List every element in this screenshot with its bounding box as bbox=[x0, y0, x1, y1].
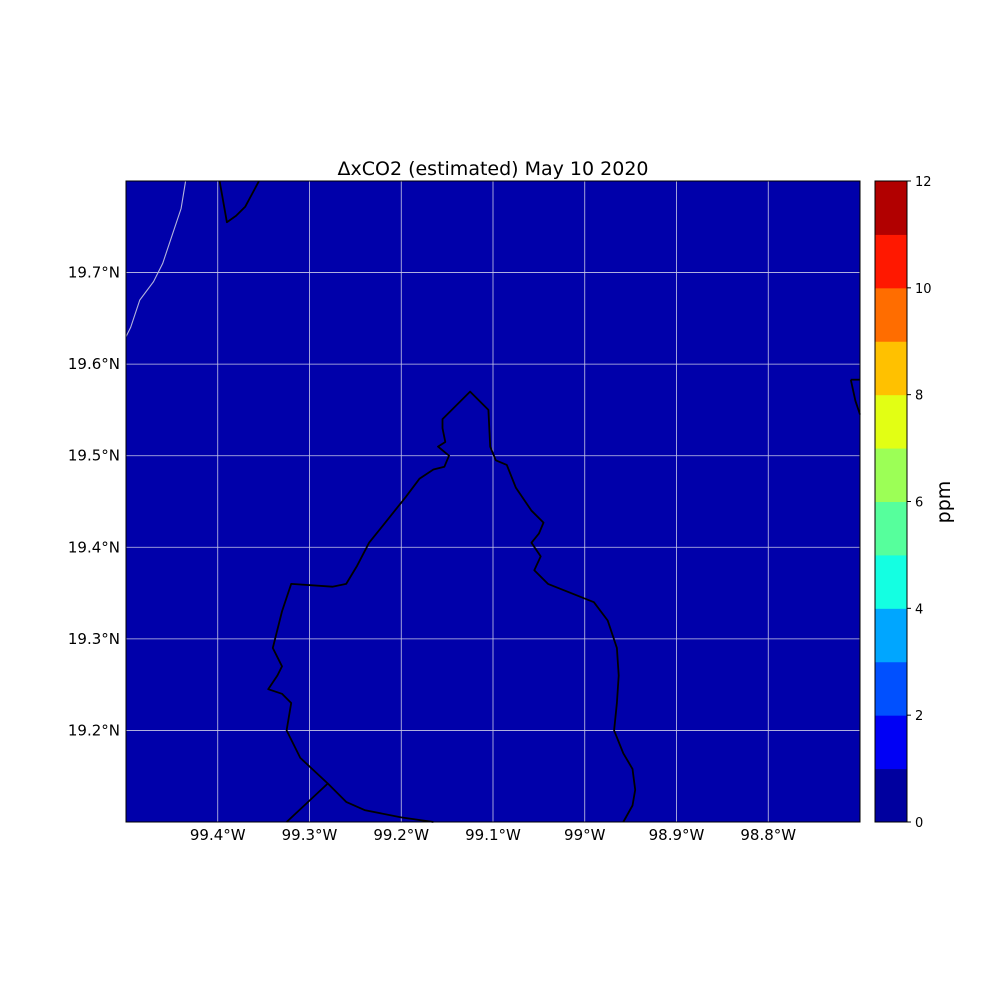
lon-tick-label: 98.8°W bbox=[740, 826, 796, 844]
lon-tick-label: 99.2°W bbox=[373, 826, 429, 844]
colorbar-segment bbox=[875, 501, 907, 556]
boundaries bbox=[218, 180, 861, 823]
colorbar-segment bbox=[875, 394, 907, 449]
colorbar-tick-label: 8 bbox=[915, 389, 923, 404]
colorbar-tick-label: 12 bbox=[915, 175, 932, 190]
colorbar-tick-label: 6 bbox=[915, 496, 923, 511]
coastlines bbox=[125, 180, 187, 337]
colorbar-segment bbox=[875, 768, 907, 823]
map-panel: 99.4°W 99.3°W 99.2°W 99.1°W 99°W 98.9°W 98.8°W… bbox=[68, 180, 861, 844]
lat-tick-label: 19.7°N bbox=[68, 264, 120, 282]
cdmx-boundary bbox=[267, 390, 637, 823]
lon-tick-labels: 99.4°W 99.3°W 99.2°W 99.1°W 99°W 98.9°W 98.8°W bbox=[190, 826, 796, 844]
colorbar-segment bbox=[875, 448, 907, 502]
lon-tick-label: 98.9°W bbox=[649, 826, 705, 844]
colorbar-segment bbox=[875, 554, 907, 609]
lat-tick-labels: 19.2°N 19.3°N 19.4°N 19.5°N 19.6°N 19.7°N bbox=[68, 264, 120, 740]
colorbar-segment bbox=[875, 234, 907, 289]
colorbar-segment bbox=[875, 341, 907, 396]
lat-tick-label: 19.6°N bbox=[68, 355, 120, 373]
lat-tick-label: 19.5°N bbox=[68, 447, 120, 465]
lon-tick-label: 99°W bbox=[564, 826, 606, 844]
colorbar-tick-label: 4 bbox=[915, 602, 923, 617]
colorbar-tick-label: 0 bbox=[915, 816, 923, 831]
colorbar-segment bbox=[875, 715, 907, 770]
colorbar-segment bbox=[875, 608, 907, 663]
lat-tick-label: 19.3°N bbox=[68, 630, 120, 648]
colorbar: 0 2 4 6 8 10 12 ppm bbox=[874, 175, 955, 831]
state-boundary-north bbox=[218, 180, 260, 224]
state-boundary-south bbox=[327, 782, 434, 823]
colorbar-tick-label: 2 bbox=[915, 709, 923, 724]
lat-tick-label: 19.2°N bbox=[68, 721, 120, 739]
lon-tick-label: 99.1°W bbox=[465, 826, 521, 844]
colorbar-segment bbox=[875, 661, 907, 716]
colorbar-segments bbox=[875, 181, 907, 823]
colorbar-ticks: 0 2 4 6 8 10 12 bbox=[907, 175, 932, 831]
map-title: ΔxCO2 (estimated) May 10 2020 bbox=[337, 158, 648, 180]
lon-tick-label: 99.4°W bbox=[190, 826, 246, 844]
colorbar-label: ppm bbox=[933, 481, 955, 524]
state-boundary-east-2 bbox=[849, 379, 861, 415]
colorbar-segment bbox=[875, 287, 907, 342]
lat-tick-label: 19.4°N bbox=[68, 538, 120, 556]
lake-shore bbox=[125, 180, 187, 337]
colorbar-tick-label: 10 bbox=[915, 282, 932, 297]
lon-tick-label: 99.3°W bbox=[282, 826, 338, 844]
map-frame bbox=[125, 180, 861, 823]
colorbar-segment bbox=[875, 181, 907, 235]
